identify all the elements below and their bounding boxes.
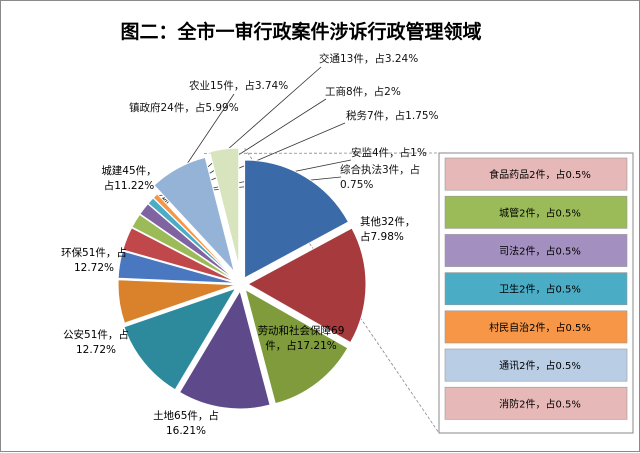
slice-label: 工商8件，占2% [325, 85, 401, 98]
slice-label: 占7.98% [360, 230, 404, 243]
slice-label: 镇政府24件，占5.99% [129, 101, 239, 114]
breakdown-label: 通讯2件，占0.5% [499, 359, 581, 372]
slice-label: 0.75% [340, 179, 373, 191]
slice-label: 环保51件，占 [61, 246, 127, 259]
slice-label: 交通13件，占3.24% [319, 52, 418, 65]
breakdown-label: 司法2件，占0.5% [499, 245, 581, 258]
breakdown-label: 消防2件，占0.5% [499, 397, 581, 410]
breakdown-label: 村民自治2件，占0.5% [489, 321, 591, 334]
slice-label: 城建45件， [101, 164, 156, 177]
slice-label: 16.21% [166, 425, 206, 437]
slice-label: 土地65件，占 [153, 409, 219, 422]
slice-label: 安监4件，占1% [351, 146, 427, 159]
slice-label: 税务7件，占1.75% [346, 109, 439, 122]
slice-label: 综合执法3件，占 [340, 163, 420, 176]
slice-label: 公安51件，占 [63, 328, 129, 341]
slice-label: 占11.22% [104, 179, 155, 192]
slice-label: 劳动和社会保障69 [258, 324, 345, 337]
slice-label: 农业15件，占3.74% [189, 79, 288, 92]
breakdown-box: 食品药品2件，占0.5% 城管2件，占0.5% 司法2件，占0.5% 卫生2件，占0.… [439, 153, 633, 433]
slice-label: 件，占17.21% [265, 339, 337, 352]
slice-label: 12.72% [76, 344, 116, 356]
slice-label: 其他32件， [360, 215, 415, 228]
breakdown-label: 卫生2件，占0.5% [499, 283, 581, 296]
slice-label: 12.72% [74, 262, 114, 274]
breakdown-label: 城管2件，占0.5% [499, 206, 581, 219]
chart-title: 图二：全市一审行政案件涉诉行政管理领域 [120, 20, 481, 43]
breakdown-label: 食品药品2件，占0.5% [489, 168, 591, 181]
